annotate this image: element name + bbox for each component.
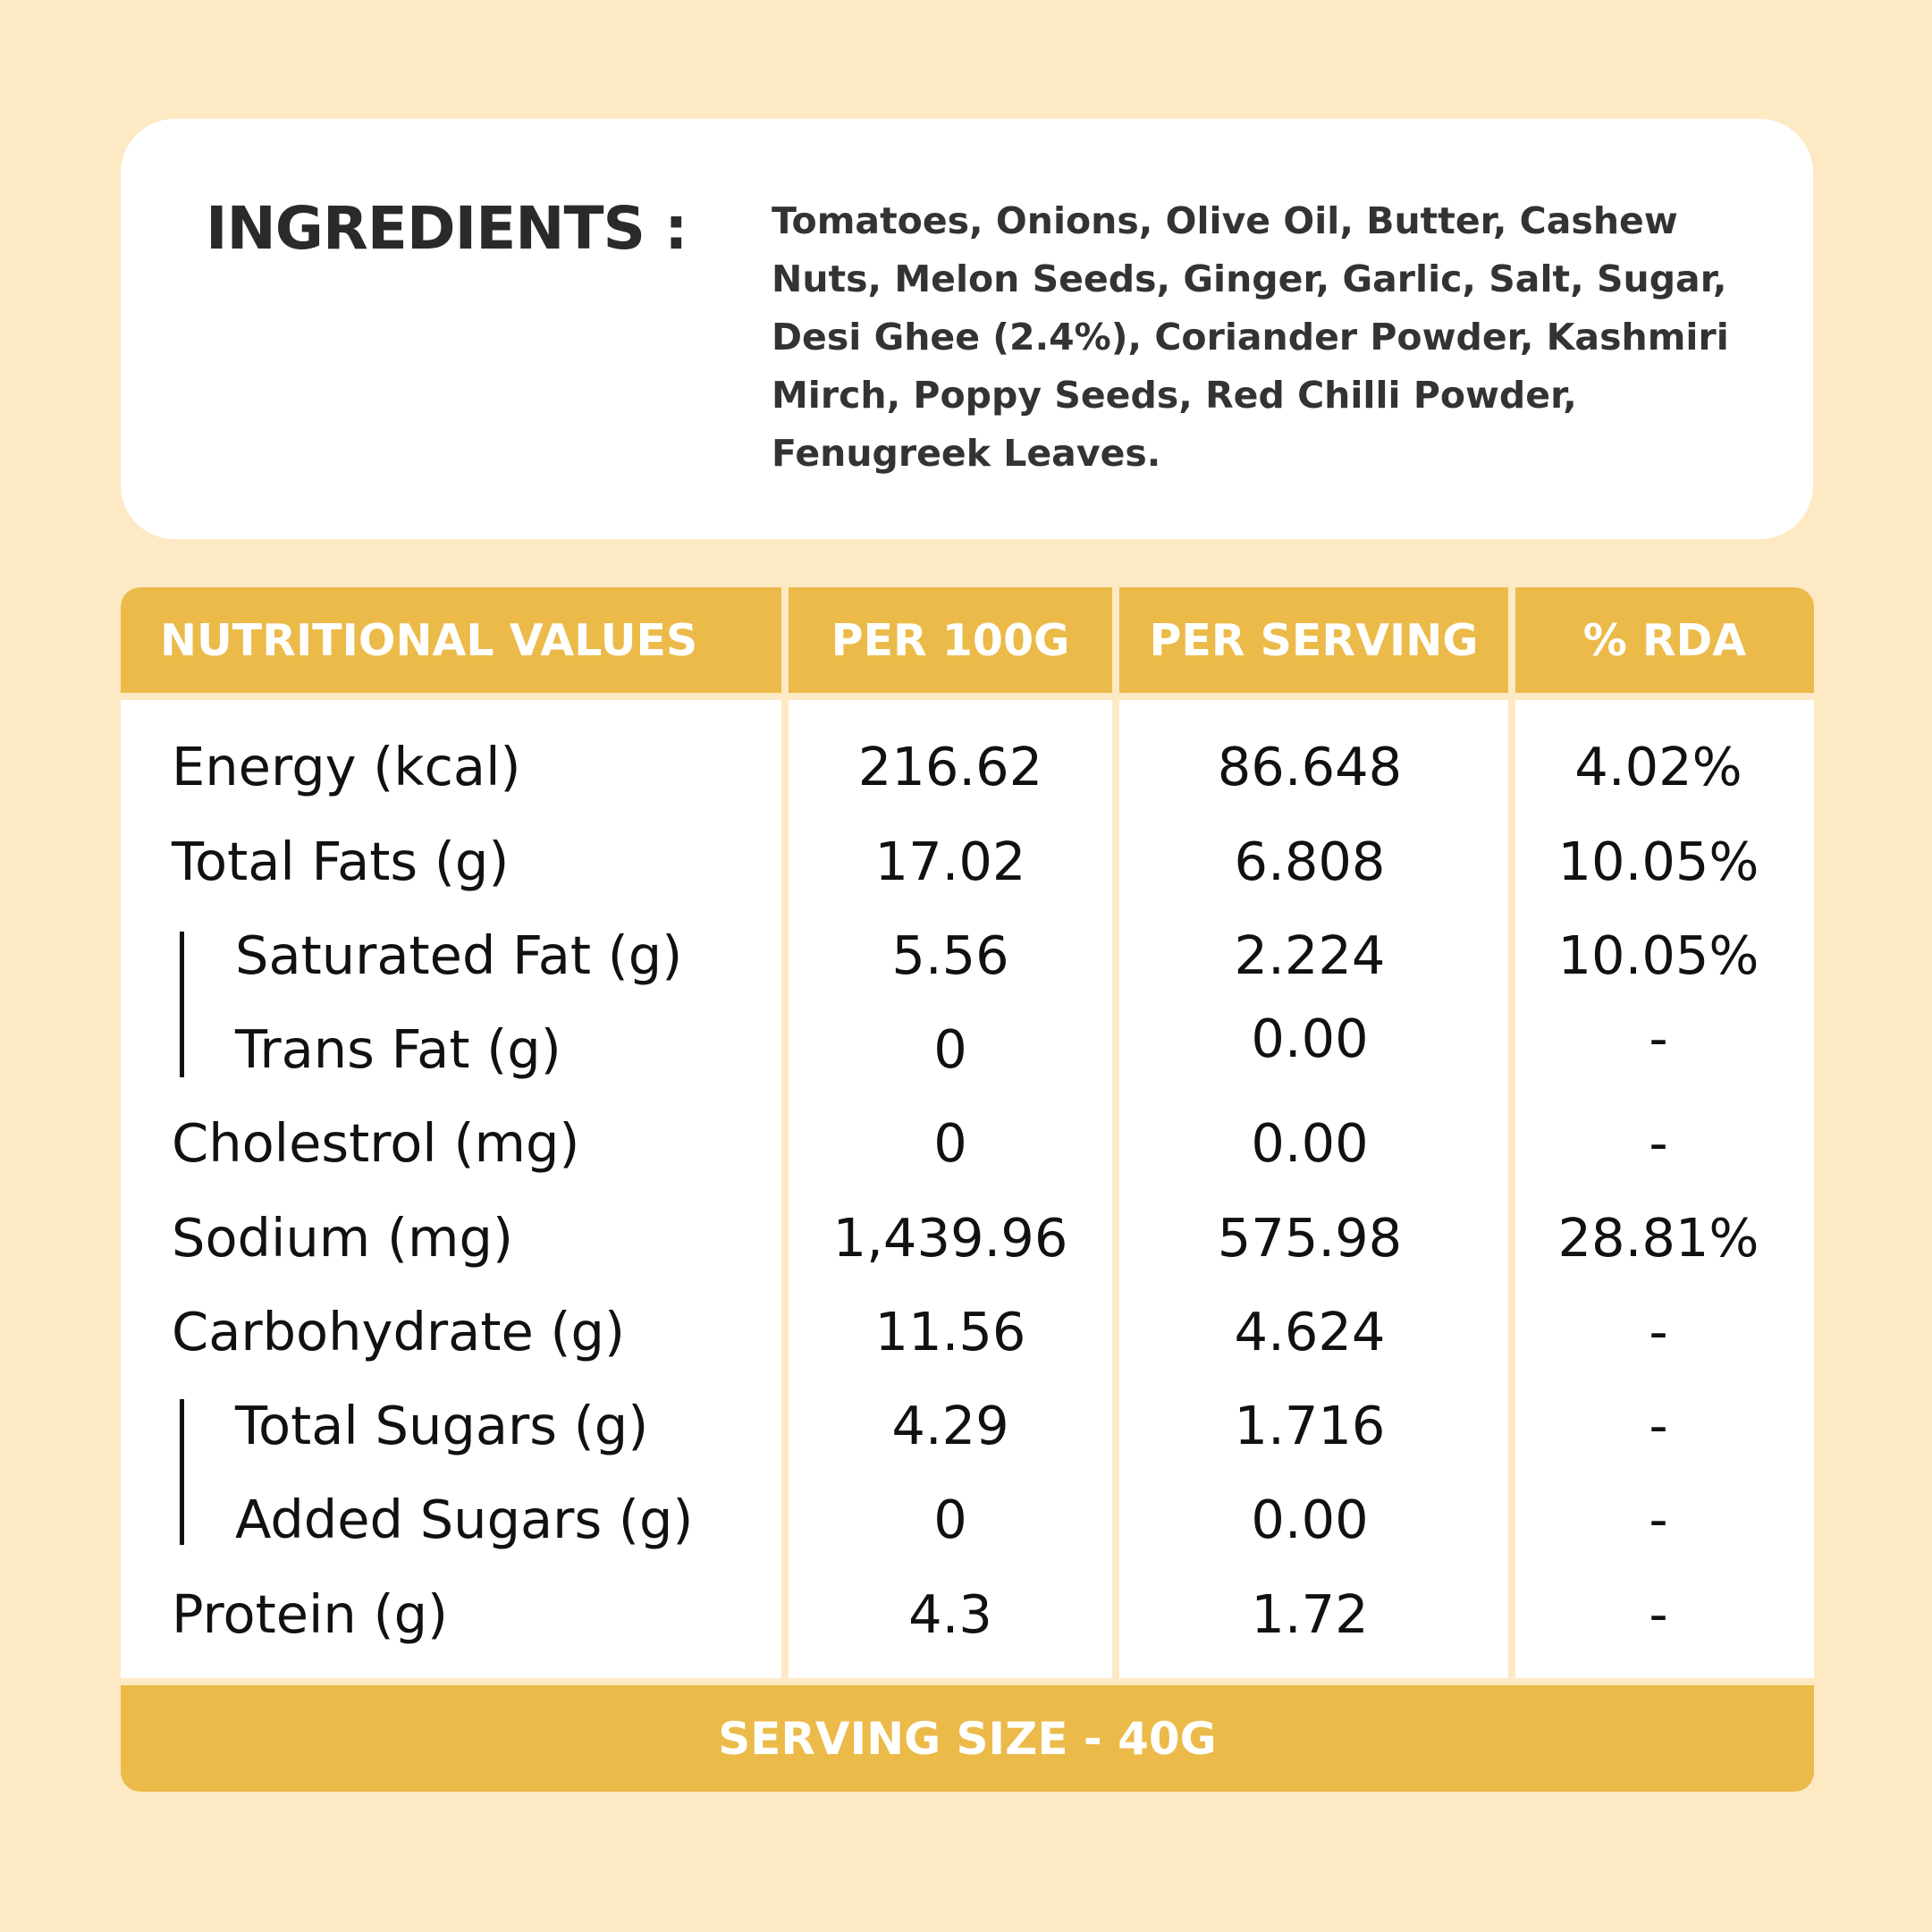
- value-per-serving: 86.648: [1217, 736, 1403, 797]
- ingredients-line: Fenugreek Leaves.: [772, 432, 1161, 475]
- value-rda: -: [1649, 1301, 1668, 1363]
- value-rda: 4.02%: [1574, 736, 1742, 797]
- ingredients-line: Desi Ghee (2.4%), Coriander Powder, Kash…: [772, 316, 1729, 359]
- nutrient-label: Carbohydrate (g): [172, 1301, 626, 1363]
- ingredients-line: Mirch, Poppy Seeds, Red Chilli Powder,: [772, 374, 1577, 417]
- value-per-serving: 0.00: [1251, 1008, 1369, 1069]
- value-rda: 10.05%: [1557, 831, 1759, 892]
- value-per-100g: 11.56: [874, 1301, 1026, 1363]
- value-per-serving: 2.224: [1234, 924, 1386, 986]
- nutrient-label: Cholestrol (mg): [172, 1112, 580, 1174]
- value-per-100g: 0: [933, 1018, 967, 1080]
- value-per-serving: 1.72: [1251, 1583, 1369, 1645]
- body-column-rda: [1515, 700, 1814, 1678]
- value-per-serving: 1.716: [1234, 1395, 1386, 1456]
- value-per-100g: 4.29: [891, 1395, 1009, 1456]
- value-per-100g: 0: [933, 1489, 967, 1550]
- value-per-100g: 5.56: [891, 924, 1009, 986]
- ingredients-title: INGREDIENTS :: [206, 194, 688, 263]
- value-per-serving: 6.808: [1234, 831, 1386, 892]
- value-per-100g: 1,439.96: [832, 1207, 1068, 1269]
- value-rda: 28.81%: [1557, 1207, 1759, 1269]
- header-nutritional-values: NUTRITIONAL VALUES: [121, 587, 781, 693]
- nutrient-label: Saturated Fat (g): [235, 924, 683, 986]
- nutrient-label: Added Sugars (g): [235, 1489, 694, 1550]
- header-per-100g: PER 100G: [789, 587, 1112, 693]
- body-column-nutrient: [121, 700, 781, 1678]
- value-per-serving: 575.98: [1217, 1207, 1403, 1269]
- nutrient-label: Protein (g): [172, 1583, 449, 1645]
- body-column-per-100g: [789, 700, 1112, 1678]
- value-rda: -: [1649, 1112, 1668, 1174]
- value-rda: -: [1649, 1395, 1668, 1456]
- ingredients-line: Nuts, Melon Seeds, Ginger, Garlic, Salt,…: [772, 257, 1727, 300]
- value-per-serving: 0.00: [1251, 1112, 1369, 1174]
- nutrient-label: Energy (kcal): [172, 736, 521, 797]
- ingredients-list: Tomatoes, Onions, Olive Oil, Butter, Cas…: [772, 192, 1729, 483]
- ingredients-line: Tomatoes, Onions, Olive Oil, Butter, Cas…: [772, 199, 1678, 242]
- value-per-serving: 4.624: [1234, 1301, 1386, 1363]
- value-per-serving: 0.00: [1251, 1489, 1369, 1550]
- value-rda: -: [1649, 1583, 1668, 1645]
- value-per-100g: 216.62: [857, 736, 1043, 797]
- sub-item-bracket-fats: [180, 932, 184, 1077]
- nutrition-table: NUTRITIONAL VALUES PER 100G PER SERVING …: [121, 587, 1814, 1792]
- nutrient-label: Trans Fat (g): [235, 1018, 561, 1080]
- ingredients-card: INGREDIENTS : Tomatoes, Onions, Olive Oi…: [121, 119, 1813, 539]
- nutrient-label: Sodium (mg): [172, 1207, 513, 1269]
- header-per-serving: PER SERVING: [1119, 587, 1508, 693]
- value-rda: -: [1649, 1008, 1668, 1069]
- value-per-100g: 0: [933, 1112, 967, 1174]
- body-column-per-serving: [1119, 700, 1508, 1678]
- value-per-100g: 17.02: [874, 831, 1026, 892]
- sub-item-bracket-sugars: [180, 1399, 184, 1545]
- value-rda: -: [1649, 1489, 1668, 1550]
- value-rda: 10.05%: [1557, 924, 1759, 986]
- serving-size-banner: SERVING SIZE - 40G: [121, 1685, 1814, 1792]
- header-rda: % RDA: [1515, 587, 1814, 693]
- value-per-100g: 4.3: [908, 1583, 992, 1645]
- nutrient-label: Total Fats (g): [172, 831, 510, 892]
- nutrient-label: Total Sugars (g): [235, 1395, 649, 1456]
